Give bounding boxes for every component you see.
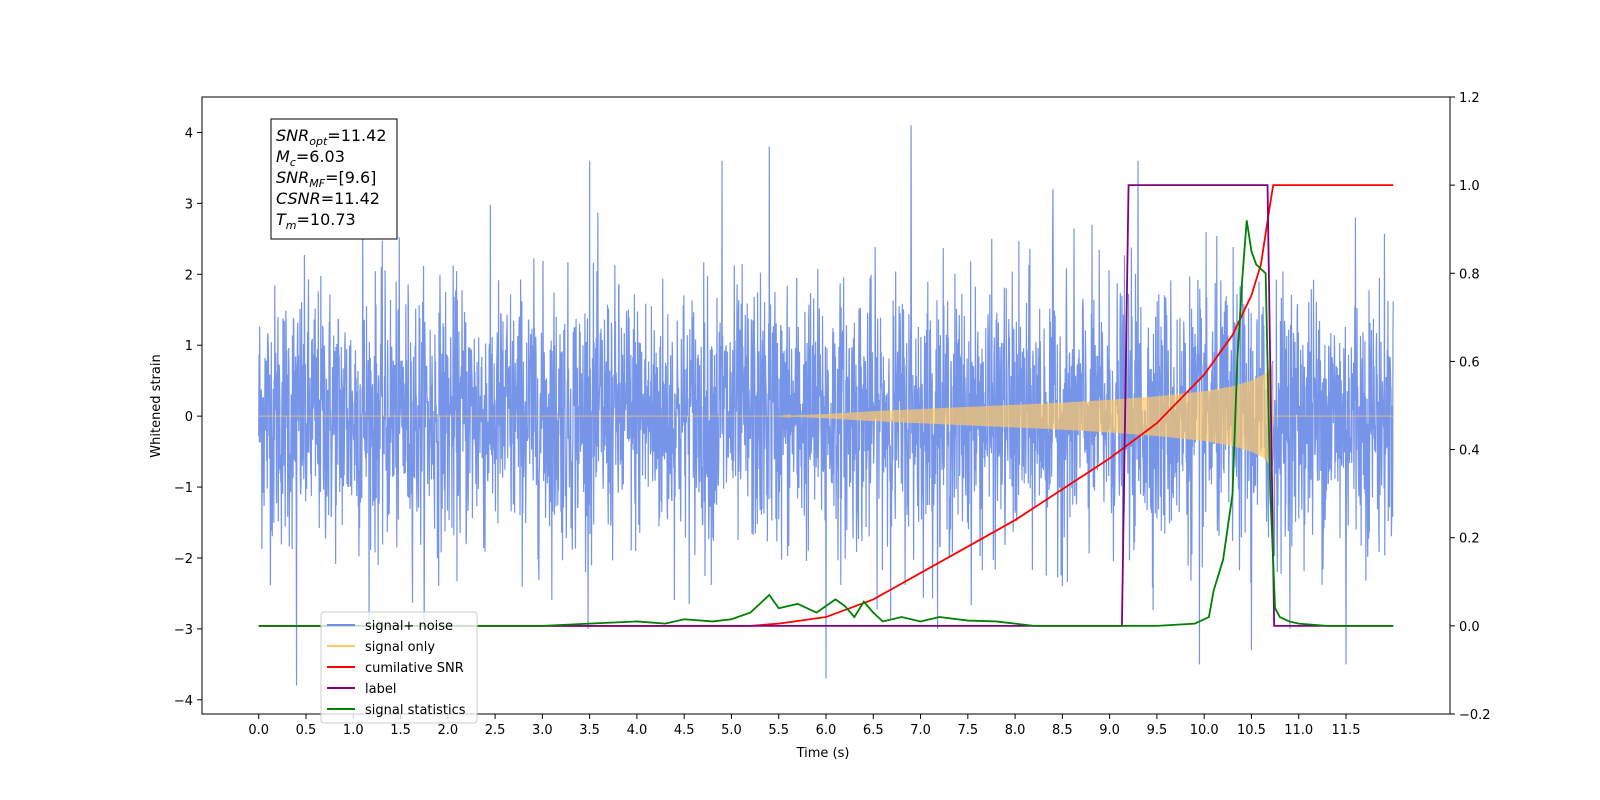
y-tick-label: −4: [174, 694, 193, 709]
x-tick-label: 3.0: [532, 723, 553, 738]
x-tick-label: 4.5: [674, 723, 695, 738]
x-tick-label: 8.5: [1052, 723, 1073, 738]
annotation-line: CSNR=11.42: [276, 189, 380, 208]
annotation-line: SNRMF=[9.6]: [276, 168, 376, 190]
annotation-symbol: SNR: [276, 126, 309, 145]
y2-tick-label: 0.8: [1459, 267, 1480, 282]
series-cumulative-snr-line: [258, 184, 1394, 627]
y2-tick-label: 1.2: [1459, 91, 1480, 106]
annotation-subscript: MF: [309, 177, 325, 190]
x-tick-label: 9.5: [1147, 723, 1168, 738]
series-signal-statistics-line: [258, 220, 1394, 627]
x-tick-label: 0.5: [296, 723, 317, 738]
y2-tick-label: 1.0: [1459, 179, 1480, 194]
x-tick-label: 11.5: [1332, 723, 1361, 738]
x-tick-label: 5.0: [721, 723, 742, 738]
x-tick-label: 3.5: [579, 723, 600, 738]
y-tick-label: −3: [174, 623, 193, 638]
y-tick-label: −1: [174, 481, 193, 496]
y-tick-label: 3: [185, 197, 193, 212]
x-tick-label: 7.0: [910, 723, 931, 738]
annotation-frame: [270, 118, 398, 240]
x-tick-label: 7.5: [957, 723, 978, 738]
x-tick-label: 6.5: [863, 723, 884, 738]
y2-tick-label: 0.0: [1459, 620, 1480, 635]
annotation-value: =11.42: [321, 189, 380, 208]
annotation-symbol: CSNR: [276, 189, 321, 208]
y-axis-right: 1.2 1.0 0.8 0.6 0.4 0.2 0.0 −0.2: [1450, 91, 1491, 723]
annotation-value: =[9.6]: [325, 168, 376, 187]
x-axis: 0.0 0.5 1.0 1.5 2.0 2.5 3.0 3.5 4.0 4.5 5.0 5.5 6.0 6…: [248, 714, 1360, 738]
legend-label: signal statistics: [365, 703, 466, 718]
x-tick-label: 11.0: [1284, 723, 1313, 738]
x-tick-label: 2.5: [485, 723, 506, 738]
x-tick-label: 10.0: [1190, 723, 1219, 738]
annotation-value: =6.03: [296, 147, 345, 166]
annotation-subscript: m: [286, 219, 297, 232]
series-layer: [258, 125, 1394, 686]
x-tick-label: 2.0: [437, 723, 458, 738]
annotation-line: Tm=10.73: [276, 210, 356, 232]
annotation-symbol: M: [276, 147, 290, 166]
y-tick-label: 0: [185, 410, 193, 425]
y-tick-label: 2: [185, 268, 193, 283]
annotation-symbol: T: [276, 210, 287, 229]
stats-annotation-box: SNRopt=11.42Mc=6.03SNRMF=[9.6]CSNR=11.42…: [270, 118, 398, 240]
x-tick-label: 5.5: [768, 723, 789, 738]
legend-label: signal only: [365, 640, 435, 655]
y2-tick-label: 0.4: [1459, 444, 1480, 459]
annotation-line: Mc=6.03: [276, 147, 345, 169]
y-tick-label: −2: [174, 552, 193, 567]
series-label-line: [258, 184, 1394, 627]
y2-tick-label: −0.2: [1459, 708, 1491, 723]
annotation-line: SNRopt=11.42: [276, 126, 387, 148]
legend: signal+ noise signal only cumilative SNR la…: [320, 611, 478, 724]
series-signal-noise-line: [258, 125, 1394, 686]
annotation-subscript: c: [290, 156, 296, 169]
y2-tick-label: 0.6: [1459, 355, 1480, 370]
annotation-subscript: opt: [309, 135, 328, 148]
legend-label: label: [365, 682, 396, 697]
annotation-value: =10.73: [297, 210, 356, 229]
x-tick-label: 6.0: [816, 723, 837, 738]
series-signal-only-line: [258, 363, 1394, 469]
annotation-value: =11.42: [327, 126, 386, 145]
x-tick-label: 8.0: [1005, 723, 1026, 738]
x-tick-label: 1.0: [343, 723, 364, 738]
y-tick-label: 1: [185, 339, 193, 354]
legend-label: cumilative SNR: [365, 661, 464, 676]
annotation-symbol: SNR: [276, 168, 309, 187]
x-axis-label: Time (s): [796, 746, 850, 761]
x-tick-label: 10.5: [1237, 723, 1266, 738]
y2-tick-label: 0.2: [1459, 532, 1480, 547]
y-axis-left: 4 3 2 1 0 −1 −2 −3 −4: [174, 126, 202, 709]
x-tick-label: 4.0: [627, 723, 648, 738]
x-tick-label: 1.5: [390, 723, 411, 738]
legend-label: signal+ noise: [365, 619, 453, 634]
x-tick-label: 9.0: [1099, 723, 1120, 738]
y-tick-label: 4: [185, 126, 193, 141]
x-tick-label: 0.0: [248, 723, 269, 738]
legend-frame: [320, 611, 478, 724]
y-axis-label: Whitened strain: [149, 354, 164, 457]
